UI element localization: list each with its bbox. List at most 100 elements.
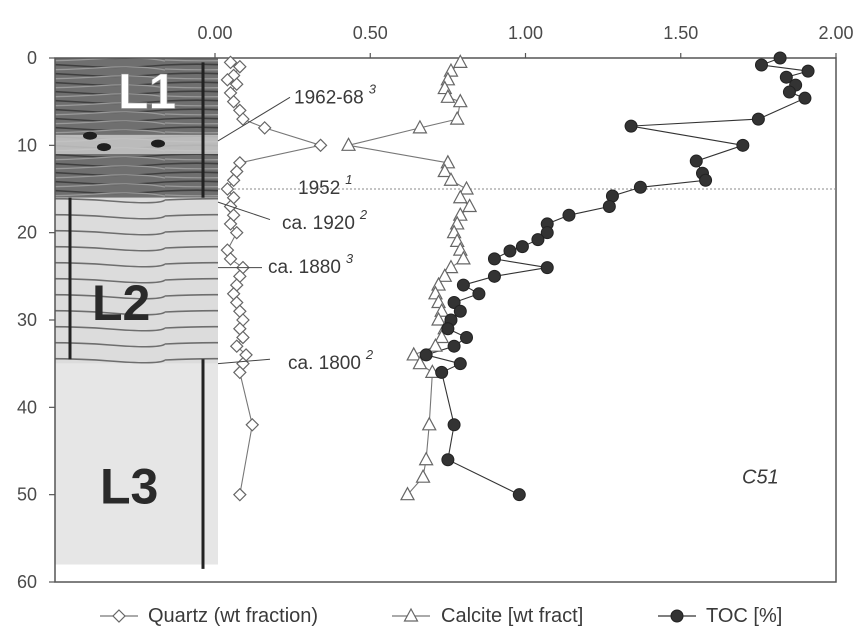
unit-label-l3: L3 (100, 458, 158, 514)
data-point-series-2 (512, 488, 526, 502)
data-point-series-2 (487, 269, 501, 283)
data-point-series-2 (447, 296, 461, 310)
core-light-band (55, 134, 218, 155)
annotation-label: ca. 1920 (282, 213, 355, 234)
data-point-series-1 (458, 180, 475, 195)
y-tick-label: 50 (17, 485, 37, 505)
data-point-series-0 (229, 77, 244, 92)
data-point-series-2 (602, 199, 616, 213)
data-point-series-2 (633, 180, 647, 194)
y-tick-label: 20 (17, 223, 37, 243)
data-point-series-0 (236, 112, 250, 126)
legend-marker (403, 607, 419, 622)
data-point-series-2 (460, 330, 474, 344)
data-point-series-2 (689, 154, 703, 168)
annotation-label: ca. 1800 (288, 353, 361, 374)
annotation-label: 1952 (298, 178, 340, 199)
data-point-series-2 (801, 64, 815, 78)
x-tick-label: 2.00 (818, 23, 853, 43)
data-point-series-2 (453, 357, 467, 371)
annotation-superscript: 3 (369, 81, 377, 96)
x-tick-label: 0.50 (353, 23, 388, 43)
data-point-series-1 (421, 416, 437, 431)
core-section-l2 (55, 197, 218, 364)
data-point-series-1 (341, 137, 357, 151)
legend-label: TOC [%] (706, 605, 782, 627)
data-point-series-1 (427, 337, 443, 352)
data-point-series-1 (452, 93, 468, 108)
data-point-series-2 (447, 339, 461, 353)
data-point-series-1 (412, 355, 428, 370)
data-point-series-2 (754, 58, 768, 72)
date-annotations: 1962-68 3 1952 1 ca. 1920 2 ca. 1880 3 ca. 1800 2 (217, 81, 377, 374)
data-point-series-2 (456, 278, 470, 292)
data-point-series-0 (223, 217, 238, 231)
data-point-series-1 (455, 250, 471, 265)
data-point-series-0 (236, 330, 250, 345)
data-point-series-1 (434, 329, 450, 344)
data-point-series-0 (229, 339, 244, 354)
annotation-superscript: 2 (359, 207, 368, 222)
annotation-leader (217, 96, 291, 142)
data-point-series-1 (431, 311, 447, 326)
data-point-series-0 (232, 59, 247, 74)
annotation-label: 1962-68 (294, 87, 364, 108)
y-tick-label: 0 (27, 48, 37, 68)
core-dark-clast (83, 131, 97, 140)
data-point-series-1 (437, 163, 453, 178)
data-point-series-1 (449, 110, 465, 125)
x-tick-label: 0.00 (197, 23, 232, 43)
data-point-series-1 (443, 172, 459, 186)
y-tick-label: 10 (17, 135, 37, 155)
legend-label: Calcite [wt fract] (441, 605, 583, 627)
data-point-series-2 (441, 322, 455, 336)
data-point-series-2 (487, 252, 501, 266)
legend-label: Quartz (wt fraction) (148, 605, 318, 627)
data-point-series-1 (406, 346, 422, 361)
core-dark-clast (151, 139, 165, 148)
data-point-series-1 (437, 268, 453, 282)
series-line-2 (424, 57, 809, 496)
data-point-series-0 (226, 94, 241, 109)
data-point-series-2 (699, 173, 713, 187)
data-point-series-1 (418, 451, 434, 466)
data-point-series-2 (453, 304, 467, 318)
annotation-label: ca. 1880 (268, 257, 341, 278)
data-point-series-1 (400, 486, 416, 501)
core-section-l1 (55, 58, 218, 198)
data-point-series-2 (779, 70, 793, 84)
data-point-series-0 (223, 252, 238, 266)
data-point-series-2 (531, 233, 545, 247)
y-tick-label: 30 (17, 310, 37, 330)
core-section-l3 (55, 363, 218, 565)
legend: Quartz (wt fraction) Calcite [wt fract] TO… (100, 605, 782, 627)
data-point-series-2 (562, 208, 576, 222)
y-tick-label: 60 (17, 572, 37, 592)
data-point-series-2 (515, 240, 529, 254)
annotation-superscript: 3 (346, 251, 354, 266)
x-tick-label: 1.50 (663, 23, 698, 43)
legend-marker (670, 609, 684, 623)
data-point-series-2 (540, 261, 554, 275)
annotation-leader (217, 358, 271, 365)
data-point-series-2 (503, 244, 517, 258)
data-point-series-0 (257, 121, 272, 135)
y-tick-label: 40 (17, 397, 37, 417)
data-point-series-1 (412, 119, 428, 134)
data-point-series-0 (313, 138, 328, 153)
data-point-series-2 (441, 453, 455, 467)
data-point-series-0 (220, 182, 235, 196)
data-point-series-1 (462, 198, 478, 213)
annotation-superscript: 2 (365, 347, 374, 362)
data-point-series-2 (624, 119, 638, 133)
data-point-series-1 (452, 189, 468, 204)
data-point-series-0 (223, 55, 238, 70)
data-point-series-2 (782, 85, 796, 99)
data-point-series-2 (472, 287, 486, 301)
data-point-series-0 (220, 72, 235, 87)
sediment-core-photo (55, 58, 218, 565)
data-point-series-2 (435, 365, 449, 379)
data-point-series-2 (419, 348, 433, 362)
stratigraphic-units: L1 L2 L3 (68, 62, 205, 569)
